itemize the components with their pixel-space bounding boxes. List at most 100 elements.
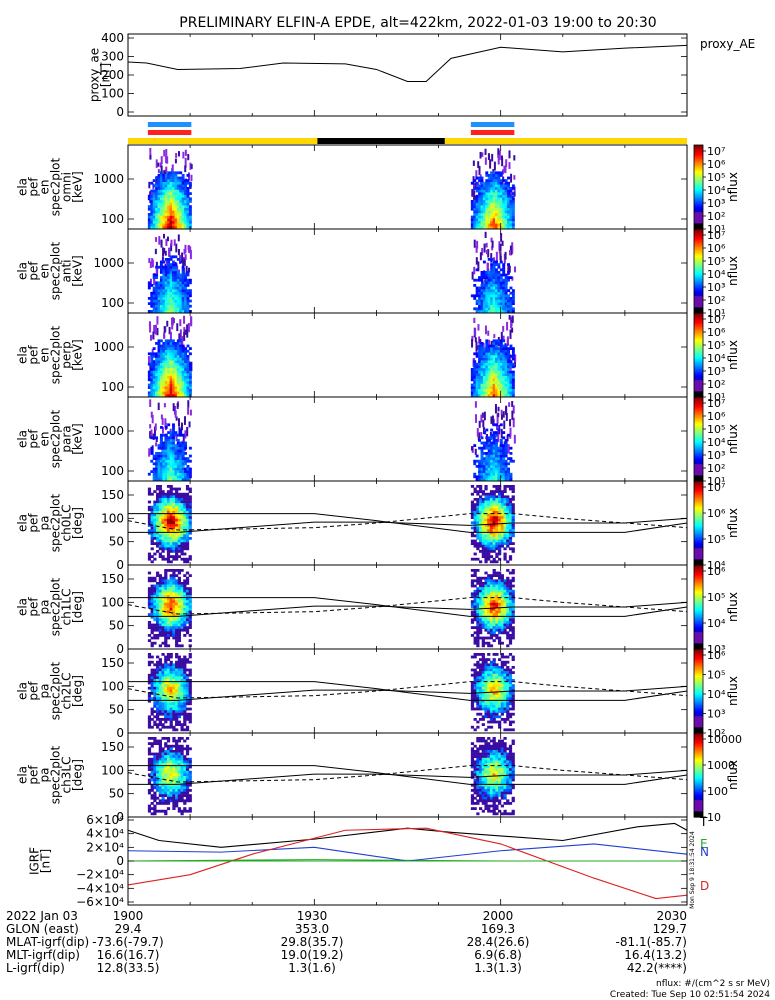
pa-cell <box>164 681 168 685</box>
spectrogram-cell <box>492 260 496 264</box>
pa-cell <box>147 676 152 680</box>
pa-cell <box>473 602 477 606</box>
spectrogram-cell <box>502 205 506 208</box>
pa-cell <box>476 503 480 506</box>
spectrogram-cell <box>174 200 178 203</box>
spectrogram-speckle <box>513 434 516 444</box>
spectrogram-cell <box>186 475 190 479</box>
pa-cell <box>150 492 154 496</box>
spectrogram-speckle <box>163 248 166 254</box>
pa-cell <box>503 498 507 501</box>
pa-cell <box>489 584 494 588</box>
spectrogram-cell <box>490 271 494 274</box>
spectrogram-cell <box>495 375 498 379</box>
pa-cell <box>489 587 494 590</box>
pa-cell <box>489 524 494 527</box>
pa-cell <box>479 597 483 601</box>
spectrogram-cell <box>492 362 496 366</box>
pa-cell <box>156 681 160 685</box>
pa-cell <box>150 673 154 677</box>
spectrogram-cell <box>478 304 482 308</box>
spectrogram-cell <box>184 467 188 471</box>
pa-cell <box>183 539 187 543</box>
pa-cell <box>150 626 154 629</box>
spectrogram-cell <box>150 297 154 300</box>
pa-cell <box>156 500 160 504</box>
spectrogram-cell <box>485 194 489 198</box>
spectrogram-cell <box>499 179 503 182</box>
spectrogram-speckle <box>486 266 489 274</box>
spectrogram-cell <box>492 271 496 274</box>
pa-cell <box>185 542 190 545</box>
spectrogram-cell <box>502 472 506 476</box>
spectrogram-cell <box>179 349 183 353</box>
pa-cell <box>479 592 483 596</box>
pa-cell <box>166 544 171 548</box>
spectrogram-speckle <box>487 153 490 160</box>
spec-colorbar-2-segment <box>694 313 703 315</box>
spectrogram-cell <box>147 205 151 208</box>
spectrogram-cell <box>150 310 154 313</box>
pa-cell <box>180 673 184 677</box>
pa-cell <box>495 542 499 545</box>
spectrogram-cell <box>155 215 159 219</box>
pa-cell <box>147 597 152 601</box>
spectrogram-cell <box>188 347 192 350</box>
spectrogram-cell <box>164 365 168 369</box>
pa-cell <box>175 490 179 493</box>
pa-colorbar-0-segment <box>694 511 703 514</box>
spectrogram-cell <box>482 368 486 371</box>
pa-cell <box>161 555 165 558</box>
pa-cell <box>158 492 162 496</box>
pa-cell <box>175 679 179 682</box>
pa-cell <box>156 518 160 522</box>
spectrogram-cell <box>164 370 168 374</box>
pa-cell <box>498 579 502 583</box>
spectrogram-cell <box>482 284 486 287</box>
spectrogram-cell <box>152 179 156 182</box>
pa-cell <box>495 531 499 535</box>
spectrogram-speckle <box>157 402 160 411</box>
pa-cell <box>473 574 477 577</box>
pa-cell <box>511 610 515 614</box>
spectrogram-cell <box>155 284 159 287</box>
pa-cell <box>489 492 494 496</box>
spectrogram-cell <box>490 263 494 266</box>
pa-cell <box>180 684 184 687</box>
pa-cell <box>150 589 154 593</box>
spectrogram-cell <box>470 200 474 203</box>
pa-colorbar-0-segment <box>694 518 703 521</box>
pa-cell <box>169 608 173 611</box>
spec-colorbar-0-segment <box>694 159 703 161</box>
spec-colorbar-2-segment <box>694 364 703 367</box>
spectrogram-cell <box>184 294 188 298</box>
spectrogram-cell <box>495 457 498 460</box>
pa-cell <box>177 660 181 664</box>
pa-cell <box>508 485 513 488</box>
pa-colorbar-0-segment <box>694 506 703 509</box>
pa-colorbar-0-segment <box>694 502 703 504</box>
spec-colorbar-3-segment <box>694 464 703 467</box>
pa-cell <box>185 626 190 629</box>
spectrogram-cell <box>169 381 173 384</box>
spectrogram-cell <box>502 226 506 229</box>
pa-cell <box>479 490 483 493</box>
pa-cell <box>161 676 165 680</box>
spectrogram-cell <box>155 226 159 229</box>
spectrogram-cell <box>176 184 180 188</box>
spectrogram-cell <box>497 265 501 269</box>
spectrogram-cell <box>169 271 173 274</box>
pa-cell <box>164 673 168 677</box>
spectrogram-cell <box>167 218 171 221</box>
spec-colorbar-2-segment <box>694 362 703 364</box>
spec-colorbar-2-segment <box>694 320 703 322</box>
spectrogram-cell <box>490 467 494 471</box>
pa-cell <box>180 602 184 606</box>
spectrogram-cell <box>497 478 501 481</box>
pa-cell <box>481 544 485 548</box>
pa-cell <box>492 534 496 538</box>
pa-cell <box>473 569 477 572</box>
pa-cell <box>177 524 181 527</box>
pa-cell <box>508 500 513 504</box>
pa-cell <box>169 610 173 614</box>
